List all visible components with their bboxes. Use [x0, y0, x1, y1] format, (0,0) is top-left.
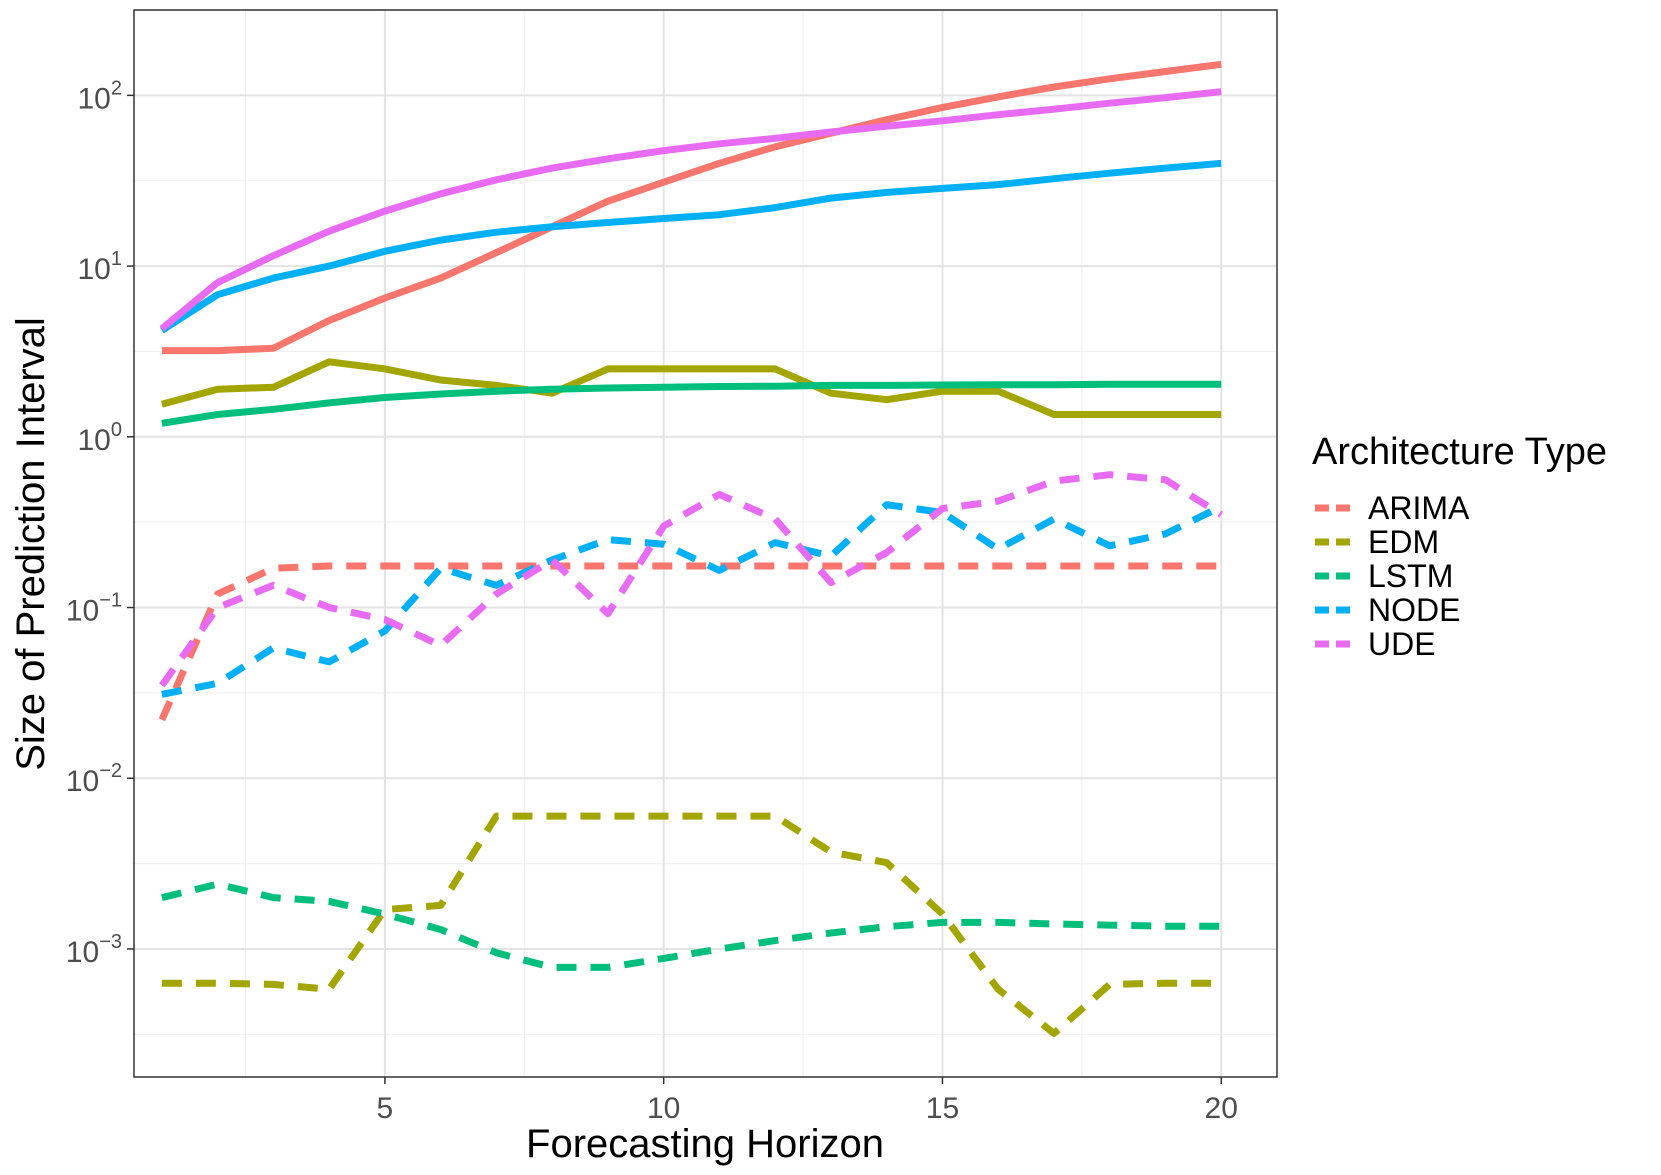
series-line-edm-dashed — [161, 812, 1222, 1037]
series-line-node-solid — [160, 159, 1222, 334]
y-tick-label: 101 — [78, 248, 123, 286]
legend-label-arima: ARIMA — [1368, 490, 1470, 526]
y-tick-label: 10−1 — [66, 590, 122, 628]
y-axis: 102 101 100 10−1 10−2 10−3 — [66, 77, 134, 969]
x-tick-label: 5 — [377, 1092, 394, 1125]
panel-border — [133, 9, 1278, 1078]
series-line-ude-solid — [159, 88, 1222, 332]
x-axis-title: Forecasting Horizon — [526, 1122, 884, 1166]
series-line-edm-solid — [160, 358, 1222, 418]
series-line-lstm-dashed — [161, 880, 1222, 971]
x-tick-label: 20 — [1205, 1092, 1238, 1125]
legend-label-node: NODE — [1368, 592, 1460, 628]
x-tick-label: 10 — [647, 1092, 680, 1125]
y-tick-label: 102 — [78, 77, 123, 115]
x-tick-label: 15 — [926, 1092, 959, 1125]
series-line-ude-dashed — [159, 471, 1224, 688]
y-tick-label: 10−2 — [66, 760, 122, 798]
legend-label-edm: EDM — [1368, 524, 1439, 560]
series-layer — [158, 60, 1224, 1037]
panel-background — [134, 10, 1277, 1077]
x-axis: 5 10 15 20 — [377, 1077, 1238, 1125]
series-line-arima-solid — [161, 60, 1222, 355]
plot-panel — [133, 9, 1278, 1078]
legend-label-lstm: LSTM — [1368, 558, 1453, 594]
major-gridlines — [134, 10, 1277, 1077]
series-line-lstm-solid — [161, 380, 1222, 427]
y-tick-label: 10−3 — [66, 931, 122, 969]
legend-label-ude: UDE — [1368, 626, 1436, 662]
series-line-arima-dashed — [158, 562, 1222, 722]
y-tick-label: 100 — [78, 419, 123, 457]
series-line-node-dashed — [161, 501, 1223, 698]
y-axis-title: Size of Prediction Interval — [9, 317, 53, 771]
legend-title: Architecture Type — [1312, 431, 1607, 473]
